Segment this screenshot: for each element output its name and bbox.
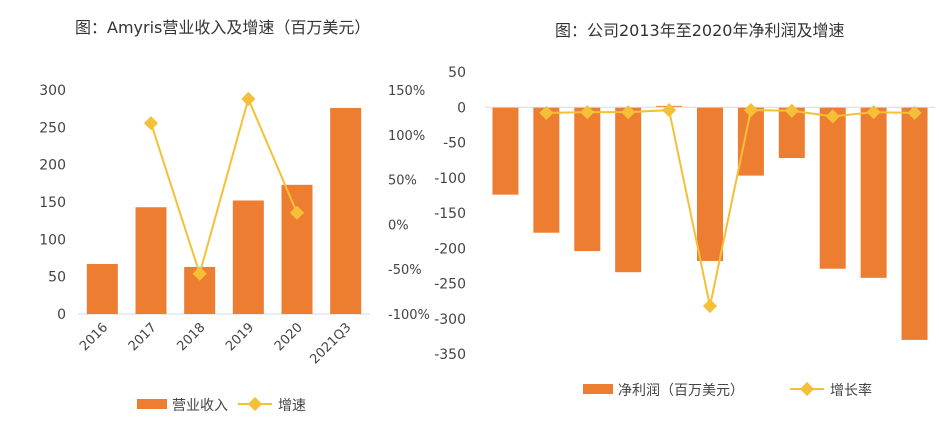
- x-tick-label: 2019: [223, 320, 257, 354]
- y-tick-label: -300: [434, 312, 466, 328]
- net-profit-bar: [860, 107, 887, 278]
- growth-rate-point: [662, 102, 677, 118]
- growth-rate-point: [539, 105, 554, 120]
- y-left-tick-label: 100: [39, 232, 66, 248]
- legend-label-revenue: 营业收入: [172, 398, 228, 414]
- growth-rate-point: [702, 298, 718, 314]
- revenue-bar: [232, 200, 264, 314]
- revenue-bar: [330, 107, 362, 314]
- net-profit-bar: [533, 107, 560, 233]
- net-profit-chart-panel: 图：公司2013年至2020年净利润及增速 50 0 -50 -100 -150 -200…: [434, 0, 939, 431]
- growth-point: [192, 266, 207, 281]
- x-tick-label: 2016: [77, 320, 111, 354]
- y-right-tick-label: 50%: [388, 174, 417, 189]
- y-tick-label: -250: [434, 277, 466, 293]
- x-tick-label: 2018: [174, 320, 208, 354]
- y-tick-label: -50: [443, 136, 466, 152]
- net-profit-bar: [615, 107, 642, 273]
- y-right-tick-label: 0%: [388, 218, 409, 233]
- legend-label-growth: 增速: [278, 398, 306, 414]
- legend-marker-growth-rate: [799, 381, 815, 397]
- net-profit-bar: [819, 107, 846, 269]
- revenue-chart: 0 50 100 150 200 250 300 -100% -50% 0% 50% 100% 150%…: [39, 83, 430, 414]
- y-tick-label: -150: [434, 206, 466, 222]
- y-left-tick-label: 250: [39, 120, 66, 136]
- net-profit-bar: [737, 107, 764, 176]
- net-profit-bar: [492, 107, 519, 195]
- revenue-chart-title: 图：Amyris营业收入及增速（百万美元）: [75, 18, 371, 37]
- y-tick-label: -100: [434, 171, 466, 187]
- y-tick-label: 0: [457, 100, 466, 116]
- net-profit-chart-title: 图：公司2013年至2020年净利润及增速: [555, 21, 845, 40]
- y-tick-label: 50: [448, 65, 466, 81]
- x-tick-label: 2020: [272, 320, 306, 354]
- growth-point: [241, 91, 256, 107]
- y-right-tick-label: -50%: [388, 263, 422, 278]
- legend-swatch-revenue: [137, 399, 167, 409]
- y-left-tick-label: 0: [57, 307, 66, 323]
- revenue-bar: [135, 207, 167, 314]
- y-tick-label: -200: [434, 241, 466, 257]
- net-profit-chart: 50 0 -50 -100 -150 -200 -250 -300 -350 净利润（百万美元） 增…: [434, 65, 935, 399]
- x-tick-label: 2017: [126, 320, 160, 354]
- legend-label-net-profit: 净利润（百万美元）: [618, 383, 744, 399]
- y-left-tick-label: 150: [39, 195, 66, 211]
- growth-point: [289, 205, 305, 220]
- revenue-bar: [281, 184, 313, 314]
- legend-marker-growth: [247, 396, 263, 412]
- y-right-tick-label: 100%: [388, 129, 425, 144]
- y-right-tick-label: 150%: [388, 84, 425, 99]
- y-left-tick-label: 200: [39, 158, 66, 174]
- growth-point: [143, 116, 159, 131]
- net-profit-bar: [697, 107, 723, 261]
- revenue-chart-panel: 图：Amyris营业收入及增速（百万美元） 0 50 100 150 200 250 300…: [0, 0, 455, 431]
- y-right-tick-label: -100%: [388, 308, 430, 323]
- growth-rate-point: [784, 103, 799, 118]
- x-tick-label: 2021Q3: [307, 320, 354, 367]
- growth-rate-line: [546, 109, 915, 307]
- net-profit-bar: [901, 107, 928, 340]
- net-profit-bar: [574, 107, 601, 252]
- legend-label-growth-rate: 增长率: [830, 382, 872, 399]
- y-left-tick-label: 300: [39, 83, 66, 99]
- y-tick-label: -350: [434, 347, 466, 363]
- growth-rate-point: [866, 105, 881, 120]
- revenue-bar: [86, 263, 118, 314]
- y-left-tick-label: 50: [48, 270, 66, 286]
- growth-rate-point: [621, 105, 636, 120]
- growth-line: [150, 95, 298, 278]
- legend-swatch-net-profit: [583, 384, 613, 394]
